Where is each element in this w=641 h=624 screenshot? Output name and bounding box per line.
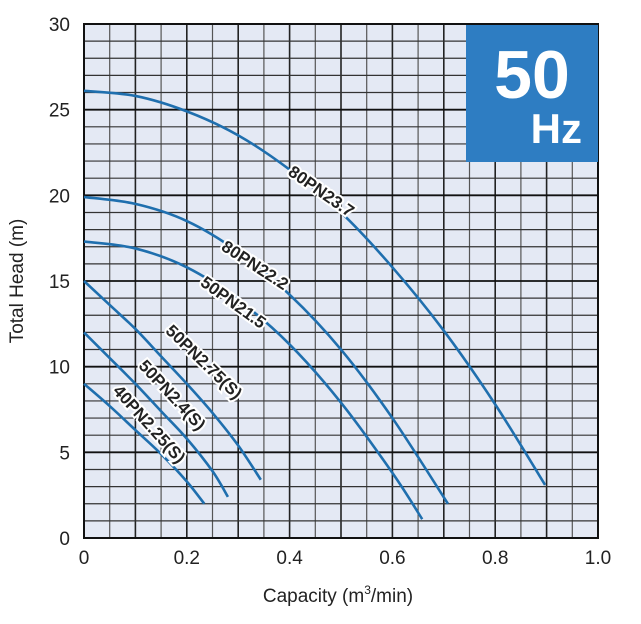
x-tick-label: 0.4 bbox=[276, 548, 303, 569]
y-axis-label: Total Head (m) bbox=[7, 219, 28, 344]
x-tick-label: 0 bbox=[79, 548, 90, 569]
badge-background bbox=[466, 25, 598, 162]
axis-ticks: 0 0.2 0.4 0.6 0.8 1.0 0 5 10 15 20 25 30 bbox=[49, 15, 611, 569]
x-tick-label: 0.8 bbox=[482, 548, 508, 569]
grid bbox=[83, 23, 599, 539]
curve-50PN21.5 bbox=[83, 240, 424, 520]
curve-40PN2.25(S) bbox=[83, 382, 206, 505]
curve-80PN23.7 bbox=[83, 89, 547, 486]
x-tick-label: 0.2 bbox=[174, 548, 200, 569]
y-tick-label: 0 bbox=[59, 529, 70, 550]
x-axis-label: Capacity (m3/min) bbox=[263, 583, 413, 607]
y-tick-label: 10 bbox=[49, 358, 70, 379]
y-tick-label: 5 bbox=[59, 443, 70, 464]
y-tick-label: 20 bbox=[49, 186, 70, 207]
curve-50PN2.75(S) bbox=[83, 280, 262, 481]
x-tick-label: 1.0 bbox=[585, 548, 611, 569]
y-tick-label: 15 bbox=[49, 272, 70, 293]
curves bbox=[83, 89, 547, 520]
x-tick-label: 0.6 bbox=[379, 548, 405, 569]
y-tick-label: 30 bbox=[49, 15, 70, 36]
curve-80PN22.2 bbox=[83, 195, 450, 505]
badge-number: 50 bbox=[494, 37, 570, 113]
frequency-badge: 50 Hz bbox=[466, 25, 598, 162]
y-tick-label: 25 bbox=[49, 101, 70, 122]
badge-unit: Hz bbox=[531, 105, 582, 152]
curve-50PN2.4(S) bbox=[83, 331, 230, 498]
